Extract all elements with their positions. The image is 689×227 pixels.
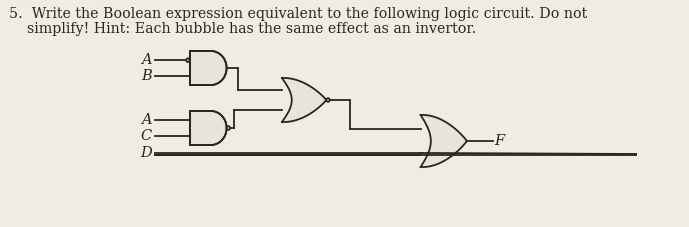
Text: B: B: [141, 69, 152, 83]
Polygon shape: [282, 78, 327, 122]
Text: A: A: [141, 113, 152, 127]
Polygon shape: [189, 111, 227, 145]
Text: A: A: [141, 53, 152, 67]
Circle shape: [327, 98, 329, 102]
Circle shape: [186, 58, 189, 62]
Polygon shape: [421, 115, 467, 167]
Polygon shape: [189, 51, 227, 85]
Text: C: C: [141, 129, 152, 143]
Text: D: D: [140, 146, 152, 160]
Text: 5.  Write the Boolean expression equivalent to the following logic circuit. Do n: 5. Write the Boolean expression equivale…: [9, 7, 588, 21]
Circle shape: [227, 126, 230, 130]
Text: simplify! Hint: Each bubble has the same effect as an invertor.: simplify! Hint: Each bubble has the same…: [9, 22, 477, 36]
Text: F: F: [495, 134, 505, 148]
